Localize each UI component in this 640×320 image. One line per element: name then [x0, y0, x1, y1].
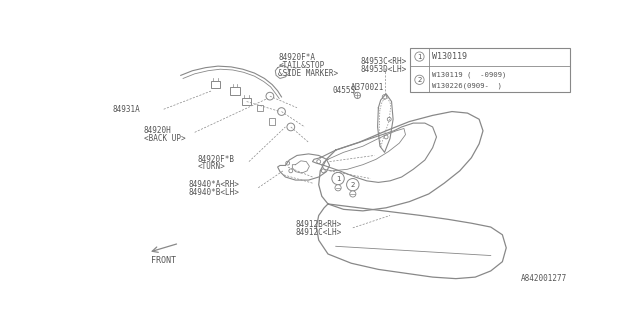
Text: W130119 (  -0909): W130119 ( -0909): [432, 71, 506, 78]
Circle shape: [384, 135, 388, 139]
Text: A842001277: A842001277: [520, 274, 566, 283]
Bar: [269, 118, 275, 124]
Circle shape: [415, 75, 424, 84]
Text: 84912B<RH>: 84912B<RH>: [296, 220, 342, 229]
Circle shape: [287, 123, 294, 131]
Text: 1: 1: [417, 53, 422, 60]
Circle shape: [387, 117, 391, 121]
Bar: [257, 105, 263, 111]
Text: 84920F*B: 84920F*B: [198, 155, 235, 164]
Bar: [211, 81, 220, 88]
Text: 84953D<LH>: 84953D<LH>: [360, 65, 407, 74]
Circle shape: [349, 191, 356, 197]
Text: 84920H: 84920H: [143, 126, 172, 135]
Circle shape: [317, 160, 321, 164]
Text: 84931A: 84931A: [113, 105, 140, 114]
Text: 1: 1: [336, 176, 340, 181]
Text: 0455S: 0455S: [333, 86, 356, 95]
Circle shape: [415, 52, 424, 61]
Text: 84940*A<RH>: 84940*A<RH>: [189, 180, 239, 189]
Circle shape: [347, 179, 359, 191]
Text: W130119: W130119: [432, 52, 467, 61]
Circle shape: [355, 92, 360, 99]
Text: 2: 2: [351, 182, 355, 188]
Circle shape: [321, 169, 325, 173]
Text: W130226(0909-  ): W130226(0909- ): [432, 82, 502, 89]
Bar: [242, 98, 252, 105]
Text: &SIDE MARKER>: &SIDE MARKER>: [278, 68, 339, 77]
Bar: [410, 48, 570, 92]
Text: 2: 2: [417, 77, 422, 83]
Circle shape: [335, 185, 341, 191]
Bar: [230, 87, 239, 95]
Circle shape: [289, 169, 292, 173]
Circle shape: [332, 172, 344, 185]
Text: 84940*B<LH>: 84940*B<LH>: [189, 188, 239, 197]
Text: N370021: N370021: [351, 83, 383, 92]
Text: 84912C<LH>: 84912C<LH>: [296, 228, 342, 237]
Text: FRONT: FRONT: [151, 256, 176, 265]
Circle shape: [286, 161, 290, 165]
Text: 84953C<RH>: 84953C<RH>: [360, 57, 407, 66]
Text: <TURN>: <TURN>: [198, 163, 225, 172]
Circle shape: [278, 108, 285, 116]
Circle shape: [382, 95, 387, 99]
Text: <TAIL&STOP: <TAIL&STOP: [278, 61, 324, 70]
Text: 84920F*A: 84920F*A: [278, 53, 316, 62]
Circle shape: [266, 92, 274, 100]
Text: <BACK UP>: <BACK UP>: [143, 134, 185, 143]
